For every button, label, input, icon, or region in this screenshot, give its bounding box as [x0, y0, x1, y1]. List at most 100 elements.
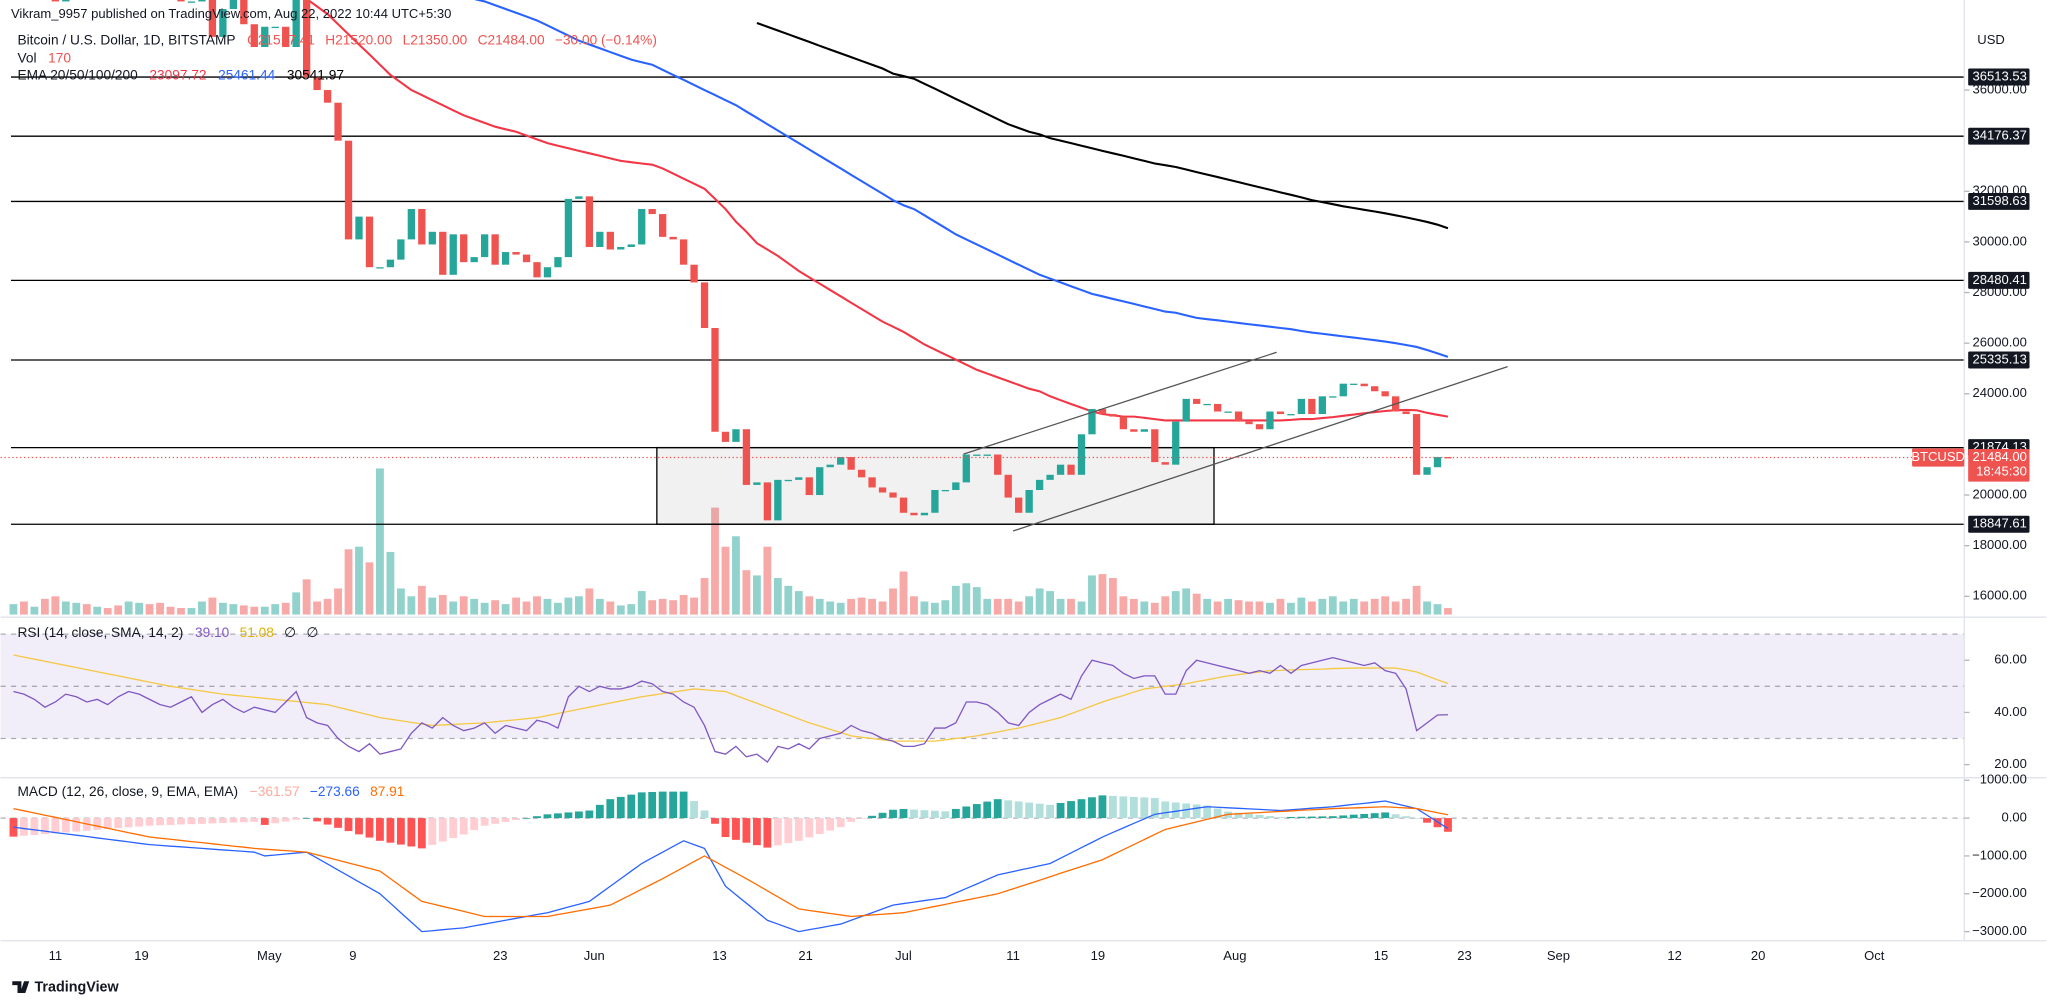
macd-histogram-bar [344, 818, 353, 832]
macd-legend: MACD (12, 26, close, 9, EMA, EMA) −361.5… [18, 784, 405, 799]
macd-histogram-bar [396, 818, 405, 845]
macd-histogram-bar [1098, 795, 1107, 819]
candle [742, 429, 751, 485]
macd-histogram-bar [470, 818, 479, 831]
candle [1318, 396, 1326, 415]
volume-bar [1213, 601, 1222, 615]
volume-bar [962, 583, 971, 615]
macd-histogram-bar [679, 791, 688, 819]
volume-bar [260, 606, 269, 615]
macd-histogram-bar [1370, 813, 1379, 819]
candle [1004, 474, 1012, 498]
volume-bar [135, 602, 144, 615]
macd-histogram-bar [972, 804, 981, 819]
volume-bar [836, 602, 845, 615]
macd-histogram-bar [491, 818, 500, 824]
candle [62, 0, 70, 2]
x-tick-label: 12 [1667, 948, 1682, 963]
candle [1402, 411, 1410, 415]
volume-bar [1056, 598, 1065, 615]
candle [700, 282, 709, 328]
y-tick-label: 40.00 [1994, 704, 2027, 719]
volume-value: 170 [48, 50, 71, 65]
y-tick-label: 20000.00 [1973, 486, 2027, 501]
macd-histogram-bar [1402, 816, 1411, 819]
volume-bar [1171, 591, 1180, 615]
volume-bar [993, 598, 1002, 615]
macd-histogram-bar [1046, 804, 1054, 819]
volume-bar [302, 579, 311, 615]
macd-histogram-bar [1108, 795, 1117, 819]
symbol-label: BTCUSD [1911, 449, 1965, 464]
candle [805, 477, 813, 496]
macd-histogram-bar [229, 818, 238, 823]
candle [208, 0, 217, 37]
volume-bar [742, 570, 751, 615]
publisher: Vikram_9957 published on TradingView.com… [11, 6, 451, 21]
macd-histogram-bar [847, 818, 856, 822]
volume-bar [930, 602, 939, 615]
candle [1245, 421, 1253, 425]
candle [962, 454, 970, 483]
volume-bar [711, 507, 719, 615]
volume-bar [794, 591, 803, 615]
macd-histogram-bar [93, 818, 102, 830]
x-tick-label: 23 [493, 948, 508, 963]
macd-histogram-bar [962, 806, 971, 819]
candle [721, 431, 730, 442]
volume-bar [292, 592, 301, 615]
macd-histogram-bar [365, 818, 374, 838]
volume-bar [1287, 602, 1295, 615]
macd-histogram-bar [72, 818, 81, 832]
y-tick-label: 16000.00 [1973, 588, 2027, 603]
volume-bar [1119, 596, 1128, 615]
volume-legend: Vol 170 [18, 50, 72, 65]
candle [1098, 408, 1107, 415]
candle [522, 254, 531, 263]
candle [198, 0, 206, 2]
macd-histogram-bar [20, 818, 28, 836]
ema-value: 25461.44 [218, 67, 275, 82]
macd-histogram-bar [732, 818, 740, 840]
candle [837, 457, 845, 465]
x-tick-label: Oct [1864, 948, 1885, 963]
macd-histogram-bar [1245, 813, 1253, 819]
candle [889, 492, 897, 498]
volume-bar [40, 598, 49, 615]
candle [659, 214, 667, 237]
volume-bar [857, 597, 866, 615]
candle [1193, 398, 1201, 404]
ohlc-high: H21520.00 [325, 32, 392, 47]
macd-histogram-bar [1035, 803, 1044, 819]
candle [826, 464, 834, 468]
candle [941, 489, 950, 492]
volume-bar [899, 571, 908, 615]
candle [1182, 398, 1190, 422]
volume-bar [491, 600, 500, 615]
macd-histogram-bar [1004, 800, 1013, 819]
volume-bar [396, 588, 405, 615]
candle [847, 457, 855, 470]
price-pane [0, 0, 1965, 615]
macd-histogram-bar [1339, 815, 1348, 819]
volume-bar [438, 594, 447, 615]
volume-bar [1255, 601, 1264, 615]
volume-bar [1370, 598, 1379, 615]
volume-bar [1098, 574, 1107, 615]
macd-histogram-bar [1423, 818, 1431, 823]
rsi-empty: ∅ [284, 624, 296, 639]
volume-bar [1108, 578, 1117, 615]
x-tick-label: 20 [1751, 948, 1766, 963]
candle [418, 209, 426, 245]
candle [460, 234, 468, 263]
rsi-sma-value: 51.08 [240, 624, 275, 639]
macd-histogram-bar [543, 814, 552, 819]
candle [763, 482, 772, 521]
volume-bar [313, 601, 322, 615]
volume-bar [1318, 598, 1327, 615]
brand-logo [12, 981, 30, 993]
candle [575, 196, 583, 199]
x-tick-label: May [257, 948, 282, 963]
macd-histogram-bar [585, 810, 594, 819]
volume-bar [920, 601, 929, 615]
